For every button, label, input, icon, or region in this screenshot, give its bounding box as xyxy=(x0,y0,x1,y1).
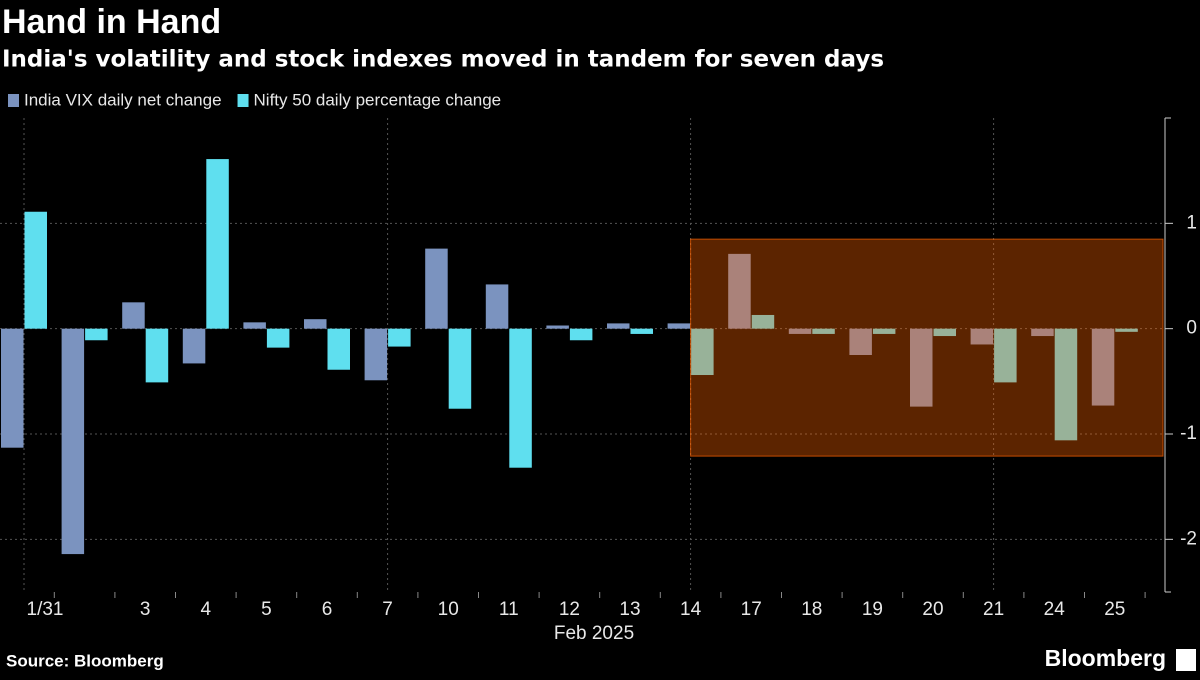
x-tick-label: 24 xyxy=(1044,599,1066,620)
bar xyxy=(872,328,896,334)
x-tick-label: 17 xyxy=(741,599,762,620)
y-tick-label: -2 xyxy=(1180,528,1197,549)
bar xyxy=(485,284,509,329)
bar xyxy=(788,328,812,334)
bar xyxy=(812,328,835,334)
x-tick-label: 18 xyxy=(801,599,822,620)
bar xyxy=(691,328,714,376)
brand: Bloomberg xyxy=(1045,645,1166,671)
legend-swatch xyxy=(8,94,19,107)
bar xyxy=(182,328,206,364)
bar xyxy=(145,328,169,383)
x-tick-label: 5 xyxy=(261,599,272,620)
legend-swatch xyxy=(237,94,249,107)
x-tick-label: 4 xyxy=(201,599,212,620)
bar xyxy=(849,328,872,355)
bar xyxy=(994,328,1017,383)
bar xyxy=(24,211,47,329)
bar xyxy=(607,323,630,329)
bar xyxy=(61,328,85,555)
x-tick-label: 14 xyxy=(680,599,702,620)
x-tick-label: 20 xyxy=(922,599,943,620)
source: Source: Bloomberg xyxy=(6,651,164,670)
y-tick-label: 0 xyxy=(1186,318,1197,339)
bar xyxy=(569,328,593,341)
bar xyxy=(448,328,472,409)
bar xyxy=(364,328,388,381)
legend-label: Nifty 50 daily percentage change xyxy=(254,90,502,109)
x-axis-label: Feb 2025 xyxy=(554,623,634,644)
bar xyxy=(751,314,775,329)
bar xyxy=(1,328,24,448)
bar xyxy=(667,323,691,329)
bar xyxy=(910,328,933,407)
bar xyxy=(122,302,145,329)
x-tick-label: 13 xyxy=(619,599,640,620)
bar xyxy=(546,325,569,329)
bar xyxy=(1091,328,1115,406)
bar xyxy=(243,322,266,329)
bar xyxy=(509,328,532,468)
chart-subtitle: India's volatility and stock indexes mov… xyxy=(2,47,884,73)
x-tick-label: 3 xyxy=(140,599,151,620)
bar xyxy=(970,328,994,345)
x-tick-label: 25 xyxy=(1104,599,1125,620)
bar xyxy=(1115,328,1138,332)
legend-label: India VIX daily net change xyxy=(24,90,222,109)
bar xyxy=(630,328,653,334)
y-tick-label: -1 xyxy=(1180,423,1197,444)
bar xyxy=(304,319,327,329)
bar xyxy=(425,248,448,329)
highlight-box xyxy=(690,238,1164,457)
x-tick-label: 1/31 xyxy=(27,599,64,620)
brand-icon xyxy=(1176,649,1196,671)
x-tick-label: 10 xyxy=(438,599,459,620)
x-tick-label: 12 xyxy=(559,599,580,620)
bar xyxy=(933,328,956,337)
bar xyxy=(85,328,108,341)
bar xyxy=(206,159,229,329)
bar xyxy=(1031,328,1054,337)
y-tick-label: 1 xyxy=(1186,212,1197,233)
x-tick-label: 19 xyxy=(862,599,883,620)
x-tick-label: 11 xyxy=(499,599,519,620)
bar xyxy=(388,328,411,347)
bar xyxy=(728,253,751,329)
x-tick-label: 6 xyxy=(322,599,333,620)
bar xyxy=(266,328,290,348)
chart-title: Hand in Hand xyxy=(2,3,221,41)
x-tick-label: 21 xyxy=(983,599,1004,620)
bar xyxy=(327,328,350,370)
bar xyxy=(1054,328,1078,441)
x-tick-label: 7 xyxy=(382,599,393,620)
